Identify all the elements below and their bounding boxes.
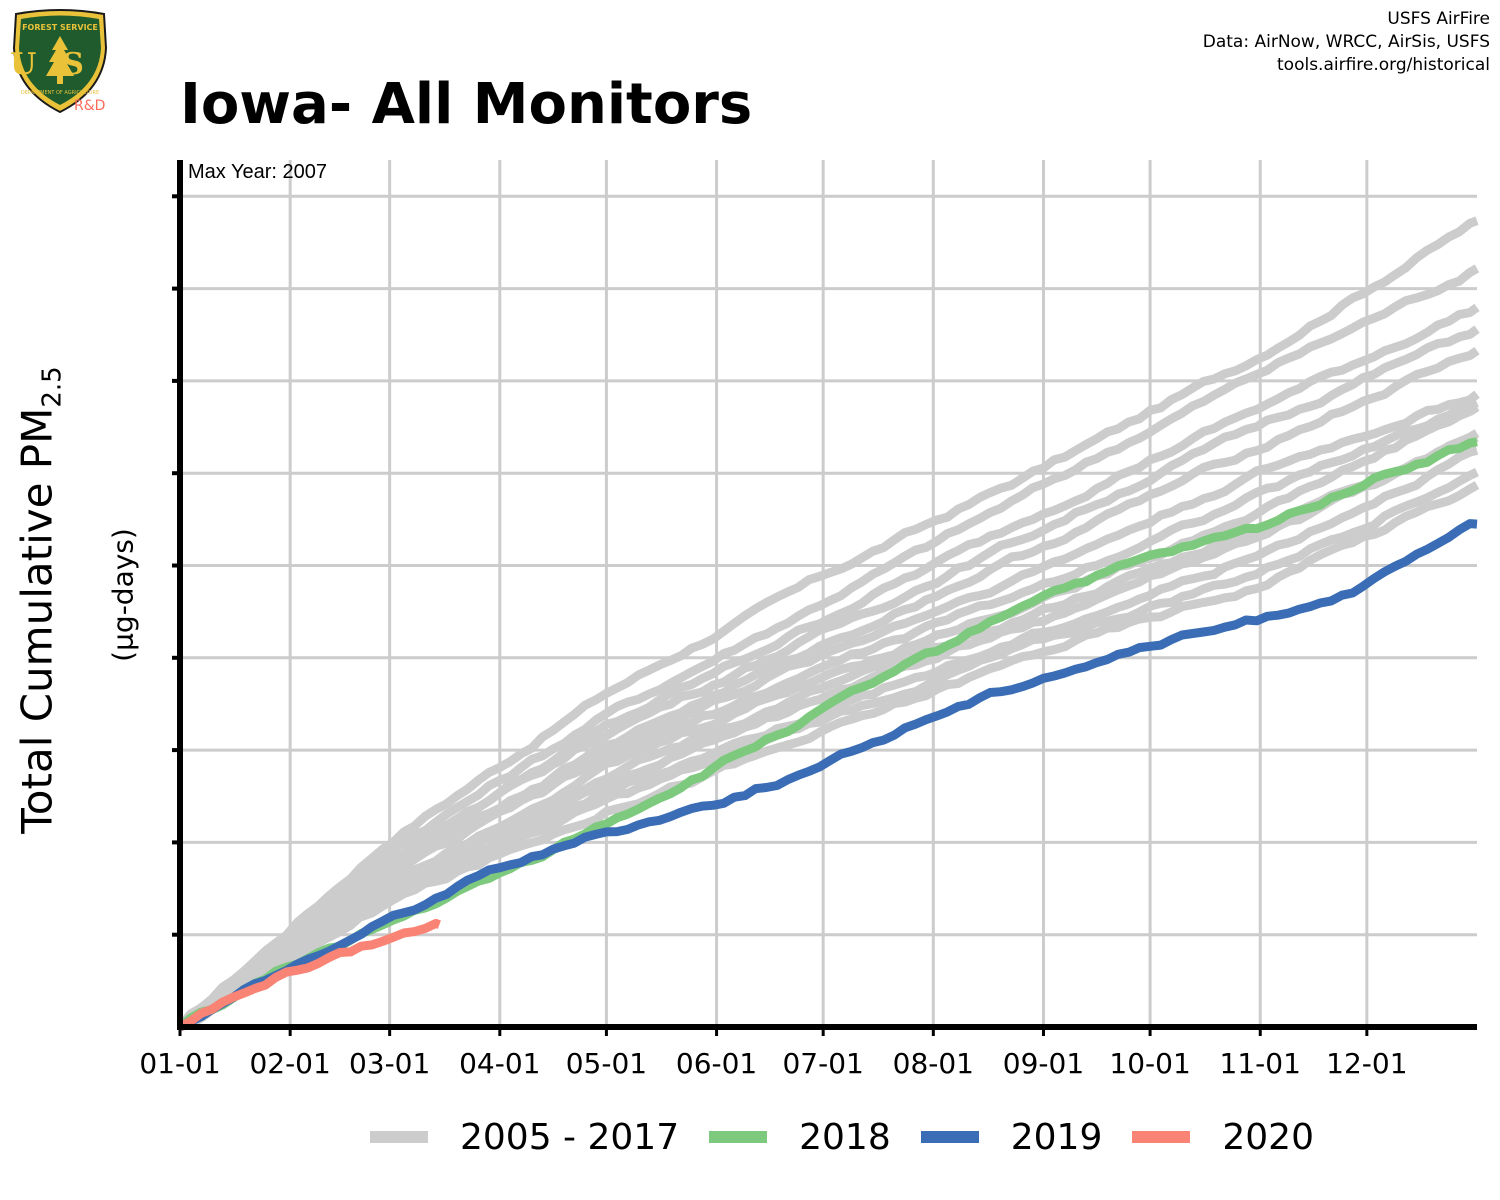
credit-line-2: Data: AirNow, WRCC, AirSis, USFS (1202, 32, 1490, 52)
series-line-historical (177, 264, 1480, 1031)
legend-swatch (920, 1131, 979, 1143)
chart-title: Iowa- All Monitors (180, 72, 753, 137)
usfs-shield-logo: FOREST SERVICE US DEPARTMENT OF AGRICULT… (10, 9, 110, 114)
legend-item: 2020 (1132, 1117, 1314, 1158)
legend-item: 2019 (920, 1116, 1103, 1158)
logo-letters: US (10, 47, 110, 82)
series-line-2019 (177, 519, 1478, 1031)
x-tick-label: 05-01 (566, 1047, 647, 1080)
chart-legend: 2005 - 2017 2018 2019 2020 (370, 1112, 1344, 1162)
x-tick-label: 09-01 (1003, 1047, 1084, 1080)
axis-layer: 01-01 02-01 03-01 04-01 05-01 06-01 07-01 08-01… (139, 160, 1477, 1080)
credits-block: USFS AirFire Data: AirNow, WRCC, AirSis,… (1203, 8, 1490, 77)
x-tick-label: 07-01 (782, 1047, 863, 1080)
grid-layer (180, 160, 1477, 1027)
logo-rd-label: R&D (74, 98, 106, 114)
x-tick-label: 04-01 (459, 1047, 540, 1080)
legend-label: 2005 - 2017 (460, 1116, 680, 1158)
series-layer (176, 216, 1480, 1032)
legend-label: 2018 (799, 1116, 891, 1158)
x-tick-label: 08-01 (893, 1047, 974, 1080)
legend-swatch (370, 1131, 428, 1143)
x-tick-label: 06-01 (676, 1047, 757, 1080)
series-line-historical (176, 216, 1479, 1030)
series-line-historical (178, 433, 1479, 1032)
credit-line-1: USFS AirFire (1387, 9, 1490, 29)
legend-swatch (709, 1131, 768, 1143)
legend-label: 2020 (1222, 1116, 1314, 1158)
x-tick-label: 10-01 (1109, 1047, 1190, 1080)
series-line-2020 (177, 918, 441, 1031)
credit-line-3: tools.airfire.org/historical (1277, 55, 1490, 75)
x-tick-label: 12-01 (1326, 1047, 1407, 1080)
legend-item: 2018 (709, 1117, 891, 1158)
max-year-annotation: Max Year: 2007 (188, 161, 327, 183)
x-tick-label: 11-01 (1220, 1047, 1301, 1080)
legend-swatch (1132, 1131, 1191, 1143)
series-line-historical (176, 346, 1480, 1031)
x-tick-label: 02-01 (249, 1047, 330, 1080)
legend-item: 2005 - 2017 (370, 1117, 679, 1158)
series-line-historical (177, 398, 1479, 1031)
x-tick-label: 03-01 (349, 1047, 430, 1080)
logo-bottom-text: DEPARTMENT OF AGRICULTURE (21, 90, 99, 96)
legend-label: 2019 (1010, 1116, 1103, 1158)
series-line-2018 (177, 437, 1478, 1031)
x-tick-label: 01-01 (139, 1047, 220, 1080)
logo-top-text: FOREST SERVICE (22, 23, 98, 32)
series-line-historical (177, 481, 1480, 1031)
